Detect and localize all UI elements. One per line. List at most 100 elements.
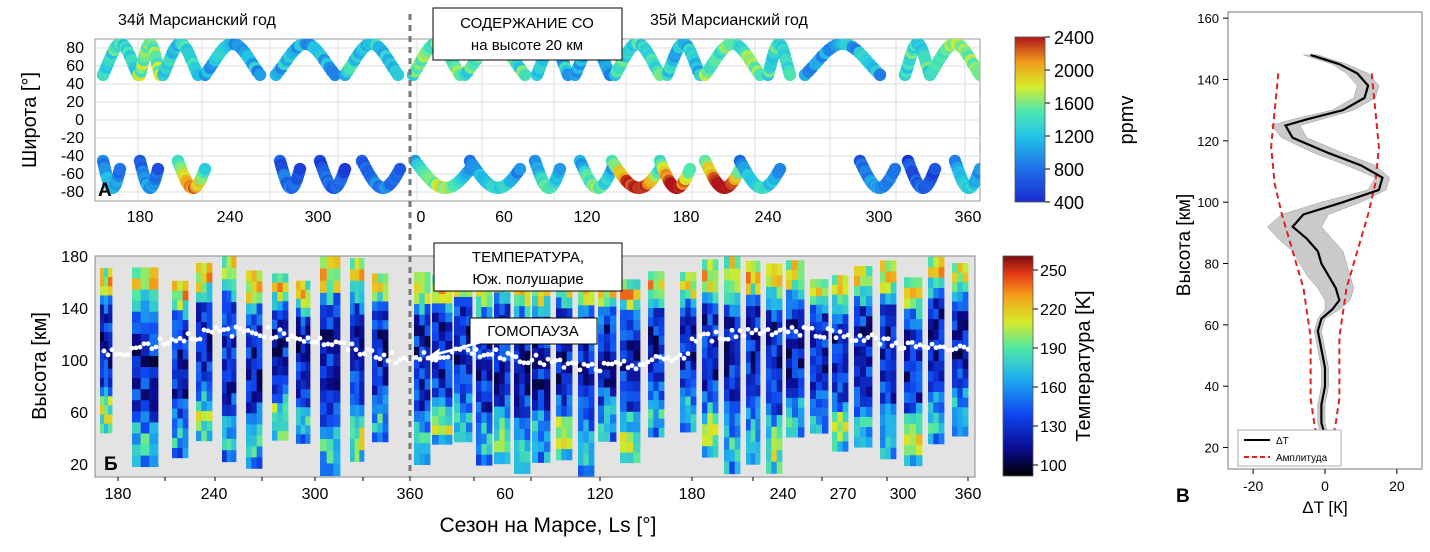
temp-cell <box>904 402 911 414</box>
temp-cell <box>454 374 461 385</box>
year-left-label: 34й Марсианский год <box>118 12 277 29</box>
homopause-point <box>321 342 327 348</box>
temp-cell <box>556 351 562 363</box>
temp-cell <box>104 304 109 315</box>
temp-cell <box>140 389 150 401</box>
temp-cell <box>272 329 278 339</box>
temp-cell <box>256 402 263 414</box>
temp-cell <box>519 373 526 385</box>
temp-cell <box>776 450 783 463</box>
temp-cell <box>177 359 184 370</box>
co-title-line2: на высоте 20 км <box>471 37 583 54</box>
temp-cell <box>880 381 886 394</box>
temp-cell <box>724 328 730 342</box>
temp-cell <box>282 430 289 441</box>
temp-cell <box>648 317 654 327</box>
temp-cell <box>277 375 284 386</box>
temp-cell <box>604 333 611 343</box>
temp-cell <box>320 305 328 318</box>
co-y-tick-label: -40 <box>61 148 84 165</box>
temp-cell <box>653 307 660 318</box>
temp-cell <box>933 319 940 330</box>
temp-cell <box>620 411 628 423</box>
temp-cell <box>957 291 964 302</box>
temp-cell <box>957 368 964 379</box>
temp-cell <box>750 283 756 296</box>
temp-cell <box>658 409 665 419</box>
temp-cell <box>690 280 697 291</box>
temp-cell <box>149 367 159 379</box>
temp-cell <box>771 345 778 358</box>
temp-cell <box>206 262 213 274</box>
temp-cell <box>272 319 278 330</box>
temp-cell <box>226 336 232 349</box>
temp-cell <box>544 441 551 453</box>
temp-cell <box>598 387 605 397</box>
temp-cell <box>885 436 892 449</box>
temp-cell <box>432 434 440 445</box>
temp-cell <box>382 413 389 424</box>
temp-cell <box>604 306 611 317</box>
homopause-point <box>705 331 711 337</box>
temp-cell <box>494 440 500 453</box>
temp-cell <box>707 446 714 458</box>
temp-cell <box>904 277 911 289</box>
temp-cell <box>822 313 829 323</box>
temp-cell <box>786 260 793 271</box>
temp-cell <box>792 348 799 359</box>
temp-cell <box>481 307 488 319</box>
temp-cell <box>414 378 420 391</box>
temp-cell <box>810 424 817 434</box>
temp-cell <box>320 341 328 355</box>
temp-cell <box>320 256 328 269</box>
homopause-point <box>553 358 559 363</box>
temp-cell <box>854 356 861 368</box>
temp-cell <box>182 329 189 341</box>
temp-cell <box>377 395 384 405</box>
homopause-point <box>345 347 351 353</box>
temp-cell <box>707 303 714 315</box>
temp-cell <box>182 310 189 321</box>
temp-cell <box>916 298 923 310</box>
temp-cell <box>658 326 665 337</box>
temp-cell <box>320 439 328 452</box>
temp-cell <box>680 280 686 291</box>
temp-cell <box>786 270 793 281</box>
temp-cell <box>354 427 360 440</box>
temp-cell <box>201 430 208 442</box>
temp-cell <box>524 295 531 307</box>
temp-cell <box>633 279 641 290</box>
temp-cell <box>561 438 568 450</box>
temp-cell <box>786 348 793 359</box>
temp-cell <box>653 363 660 373</box>
temp-cell <box>680 387 686 397</box>
temp-cell <box>182 408 189 419</box>
temp-cell <box>556 362 562 374</box>
temp-cell <box>132 289 142 302</box>
temp-cell <box>226 267 232 280</box>
temp-cell <box>957 397 964 408</box>
temp-cell <box>149 400 159 412</box>
homopause-point <box>761 329 767 334</box>
temp-cell <box>734 389 741 402</box>
co-colorbar-tick-label: 800 <box>1054 160 1084 180</box>
temp-cell <box>653 317 660 327</box>
temp-cell <box>750 317 756 330</box>
temp-cell <box>538 400 545 411</box>
temp-cell <box>104 267 109 278</box>
temp-cell <box>196 312 202 323</box>
temp-cell <box>132 278 142 291</box>
temp-cell <box>532 452 539 463</box>
temp-cell <box>201 332 208 343</box>
homopause-point <box>797 332 803 338</box>
homopause-point <box>625 365 631 371</box>
temp-cell <box>916 413 923 425</box>
temp-cell <box>206 292 213 303</box>
homopause-point <box>653 353 659 359</box>
temp-cell <box>962 416 969 427</box>
temp-cell <box>588 362 595 375</box>
temp-cell <box>466 403 473 414</box>
temp-cell <box>414 443 420 455</box>
temp-cell <box>226 370 232 383</box>
temp-cell <box>690 298 697 309</box>
